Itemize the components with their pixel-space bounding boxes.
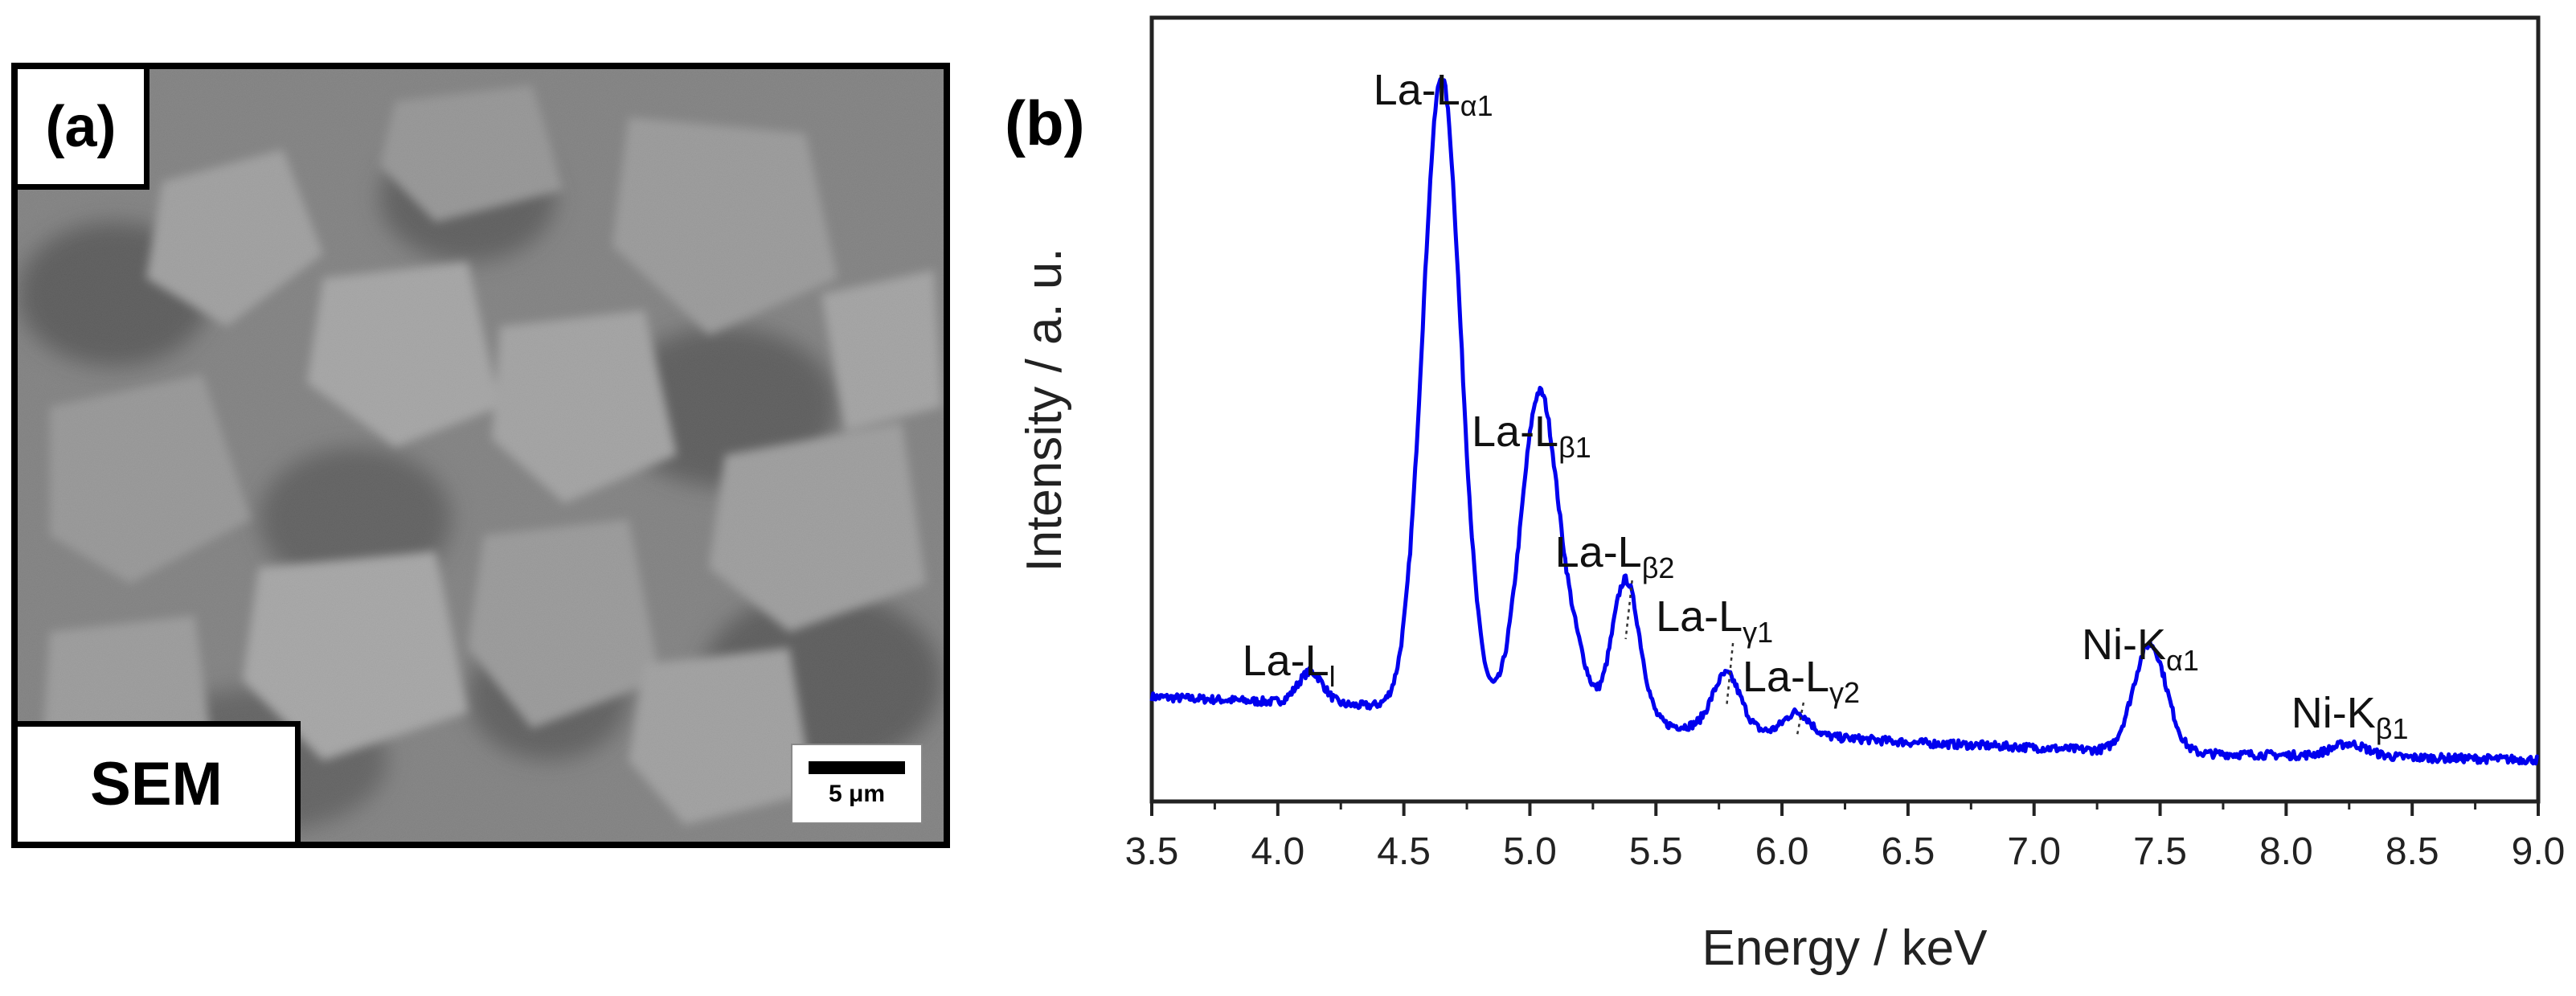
peak-label-subscript: β1: [1558, 431, 1591, 464]
spectrum-line: [1149, 76, 2540, 766]
scale-bar: 5 μm: [791, 744, 923, 824]
sem-micrograph: [18, 69, 944, 842]
peak-label-subscript: α1: [1460, 89, 1493, 122]
peak-label-subscript: α1: [2166, 644, 2199, 677]
peak-label-main: La-L: [1656, 592, 1743, 641]
sem-tag-label: SEM: [18, 721, 301, 842]
panel-a-label: (a): [18, 69, 149, 190]
peak-leader-line: [1796, 702, 1805, 736]
peak-label-subscript: γ2: [1829, 676, 1860, 709]
peak-label: Ni-Kα1: [2082, 621, 2199, 677]
x-tick-label: 9.0: [2512, 830, 2566, 873]
x-axis-title: Energy / keV: [1702, 920, 1988, 976]
x-tick-label: 5.5: [1629, 830, 1683, 873]
peak-leader-line: [1725, 642, 1734, 708]
x-tick-label: 8.5: [2386, 830, 2439, 873]
x-tick-label: 7.5: [2133, 830, 2187, 873]
peak-label-main: La-L: [1743, 653, 1829, 701]
peak-label-subscript: β1: [2376, 712, 2409, 745]
peak-label-main: La-L: [1472, 408, 1558, 456]
x-tick-label: 4.0: [1251, 830, 1304, 873]
peak-label-subscript: l: [1329, 660, 1336, 693]
peak-label-main: La-L: [1243, 637, 1329, 685]
peak-label: La-Lα1: [1374, 66, 1493, 122]
x-axis-tick-labels: 3.5 4.0 4.5 5.0 5.5 6.0 6.5 7.0 7.5 8.0 8.5 9.0: [1125, 830, 2566, 873]
peak-label-main: Ni-K: [2291, 689, 2376, 737]
peak-label: La-Lγ1: [1656, 592, 1773, 649]
panel-b-label: (b): [1005, 88, 1085, 158]
sem-image-panel: (a) SEM 5 μm: [11, 63, 950, 848]
peak-label-subscript: β2: [1642, 551, 1675, 584]
x-tick-label: 6.0: [1755, 830, 1809, 873]
peak-label: La-Ll: [1243, 637, 1336, 693]
x-tick-label: 7.0: [2007, 830, 2061, 873]
peak-label-subscript: γ1: [1743, 616, 1773, 649]
scale-bar-line: [809, 761, 905, 774]
peak-label-main: La-L: [1374, 66, 1460, 114]
peak-label-main: La-L: [1555, 528, 1642, 576]
peak-label: La-Lγ2: [1743, 653, 1860, 709]
peak-leader-line: [1624, 580, 1633, 640]
scale-bar-label: 5 μm: [828, 781, 886, 807]
peak-label-main: Ni-K: [2082, 621, 2166, 669]
peak-label: La-Lβ1: [1472, 408, 1591, 464]
x-tick-label: 5.0: [1503, 830, 1557, 873]
x-tick-label: 3.5: [1125, 830, 1179, 873]
peak-label: Ni-Kβ1: [2291, 689, 2409, 745]
peak-label: La-Lβ2: [1555, 528, 1675, 584]
y-axis-title: Intensity / a. u.: [1017, 248, 1072, 572]
x-tick-label: 4.5: [1377, 830, 1431, 873]
x-tick-label: 8.0: [2259, 830, 2313, 873]
peak-labels: La-LlLa-Lα1La-Lβ1La-Lβ2La-Lγ1La-Lγ2Ni-Kα…: [1243, 66, 2409, 745]
x-tick-label: 6.5: [1882, 830, 1935, 873]
x-axis-ticks: [1150, 801, 2540, 816]
peak-leader-lines: [1624, 580, 1805, 736]
